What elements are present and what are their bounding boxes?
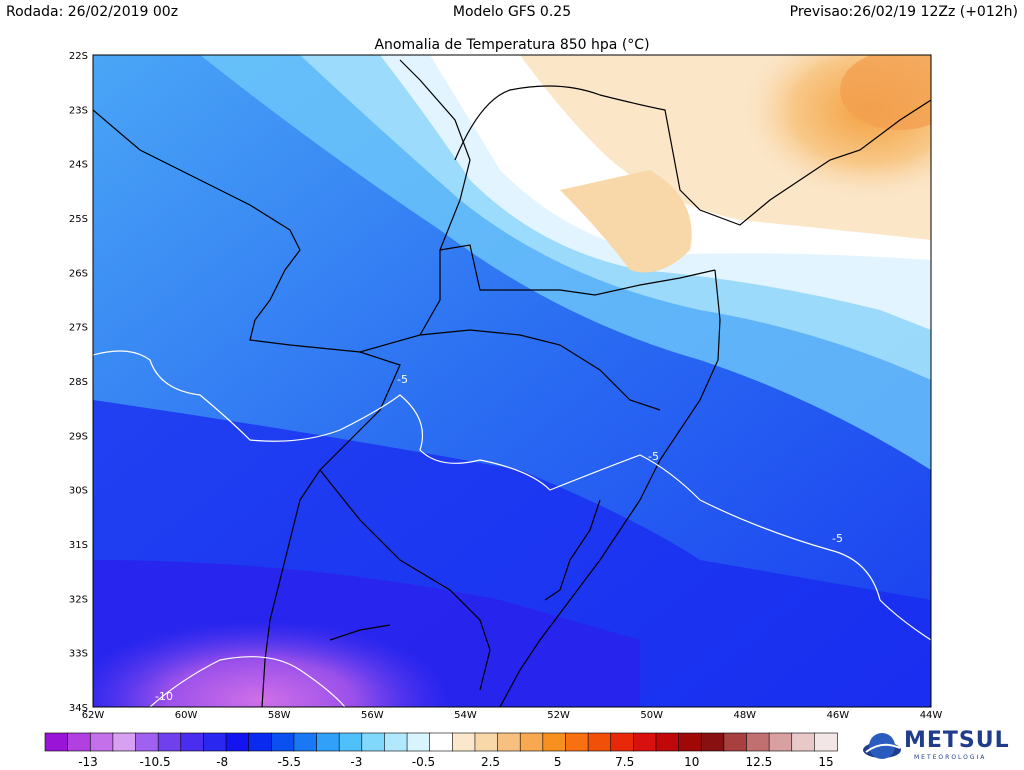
colorbar-swatch	[112, 732, 137, 752]
colorbar-swatch	[565, 732, 589, 752]
colorbar-swatch	[270, 732, 295, 752]
lon-tick-label: 44W	[920, 710, 943, 721]
lat-tick-label: 23S	[69, 105, 88, 116]
colorbar-labels: -13 -10.5 -8 -5.5 -3 -0.5 2.5 5 7.5 10 12.5 15	[78, 755, 833, 769]
contour-label: -5	[397, 373, 408, 386]
lat-tick-label: 22S	[69, 51, 88, 62]
colorbar-swatch	[814, 732, 838, 752]
lat-tick-label: 33S	[69, 649, 88, 660]
model-label: Modelo GFS 0.25	[452, 4, 572, 20]
logo-name: METSUL	[904, 728, 1010, 753]
colorbar-swatch	[497, 732, 522, 752]
colorbar-swatch	[519, 732, 544, 752]
colorbar-label: -3	[350, 755, 362, 769]
colorbar-swatch	[610, 732, 635, 752]
colorbar-swatch	[587, 732, 612, 752]
lat-tick-label: 30S	[69, 486, 88, 497]
colorbar-label: 10	[684, 755, 699, 769]
metsul-logo: METSUL METEOROLOGIA	[862, 724, 1022, 768]
colorbar-swatch	[746, 732, 770, 752]
colorbar-label: -8	[216, 755, 228, 769]
contour-label: -5	[648, 450, 659, 463]
colorbar-label: 2.5	[481, 755, 500, 769]
colorbar-label: -5.5	[278, 755, 301, 769]
colorbar-label: 15	[818, 755, 833, 769]
lat-tick-label: 31S	[69, 540, 88, 551]
lon-tick-label: 52W	[547, 710, 570, 721]
map-title: Anomalia de Temperatura 850 hpa (°C)	[374, 37, 650, 53]
lon-tick-label: 46W	[827, 710, 850, 721]
colorbar-swatch	[384, 732, 408, 752]
latitude-ticks: 22S 23S 24S 25S 26S 27S 28S 29S 30S 31S 32S 33S 34S	[69, 51, 88, 714]
colorbar-swatch	[723, 732, 748, 752]
colorbar-swatch	[67, 732, 92, 752]
colorbar-swatch	[316, 732, 340, 752]
logo-tagline: METEOROLOGIA	[914, 754, 987, 761]
lat-tick-label: 29S	[69, 431, 88, 442]
colorbar-label: -0.5	[412, 755, 435, 769]
colorbar-swatch	[406, 732, 431, 752]
lat-tick-label: 28S	[69, 377, 88, 388]
colorbar-swatch	[225, 732, 250, 752]
boundaries	[93, 59, 931, 707]
globe-icon	[863, 733, 901, 759]
colorbar-swatch	[768, 732, 793, 752]
colorbar-label: 5	[554, 755, 562, 769]
colorbar-swatch	[700, 732, 725, 752]
lat-tick-label: 32S	[69, 594, 88, 605]
colorbar-label: 12.5	[746, 755, 773, 769]
lon-tick-label: 56W	[361, 710, 384, 721]
map-frame	[92, 54, 932, 708]
run-date-label: Rodada: 26/02/2019 00z	[6, 4, 179, 20]
colorbar-swatch	[542, 732, 567, 752]
colorbar-swatch	[135, 732, 159, 752]
longitude-ticks: 62W 60W 58W 56W 54W 52W 50W 48W 46W 44W	[82, 710, 943, 721]
colorbar-swatch	[293, 732, 318, 752]
colorbar-swatch	[361, 732, 386, 752]
colorbar-swatch	[180, 732, 205, 752]
lat-tick-label: 25S	[69, 214, 88, 225]
colorbar-swatch	[44, 732, 69, 752]
colorbar-swatch	[203, 732, 227, 752]
lon-tick-label: 58W	[268, 710, 291, 721]
colorbar-swatch	[655, 732, 680, 752]
lat-tick-label: 26S	[69, 268, 88, 279]
colorbar-swatch	[89, 732, 114, 752]
contours	[93, 350, 931, 707]
contour-label: -10	[155, 690, 173, 703]
colorbar-swatch	[452, 732, 476, 752]
colorbar-swatch	[678, 732, 703, 752]
lon-tick-label: 62W	[82, 710, 105, 721]
colorbar-swatch	[633, 732, 657, 752]
colorbar-swatch	[157, 732, 182, 752]
colorbar	[44, 732, 838, 752]
lon-tick-label: 48W	[733, 710, 756, 721]
lat-tick-label: 24S	[69, 160, 88, 171]
colorbar-label: -13	[78, 755, 98, 769]
colorbar-swatch	[338, 732, 363, 752]
lat-tick-label: 27S	[69, 323, 88, 334]
colorbar-swatch	[791, 732, 816, 752]
colorbar-label: 7.5	[615, 755, 634, 769]
lon-tick-label: 54W	[454, 710, 477, 721]
forecast-time-label: Previsao:26/02/19 12Zz (+012h)	[789, 4, 1018, 20]
colorbar-swatch	[248, 732, 273, 752]
contour-label: -5	[832, 532, 843, 545]
lon-tick-label: 50W	[640, 710, 663, 721]
lat-tick-label: 34S	[69, 703, 88, 714]
colorbar-swatch	[429, 732, 454, 752]
colorbar-swatch	[474, 732, 499, 752]
colorbar-label: -10.5	[140, 755, 171, 769]
anomaly-field	[93, 55, 931, 707]
lon-tick-label: 60W	[175, 710, 198, 721]
